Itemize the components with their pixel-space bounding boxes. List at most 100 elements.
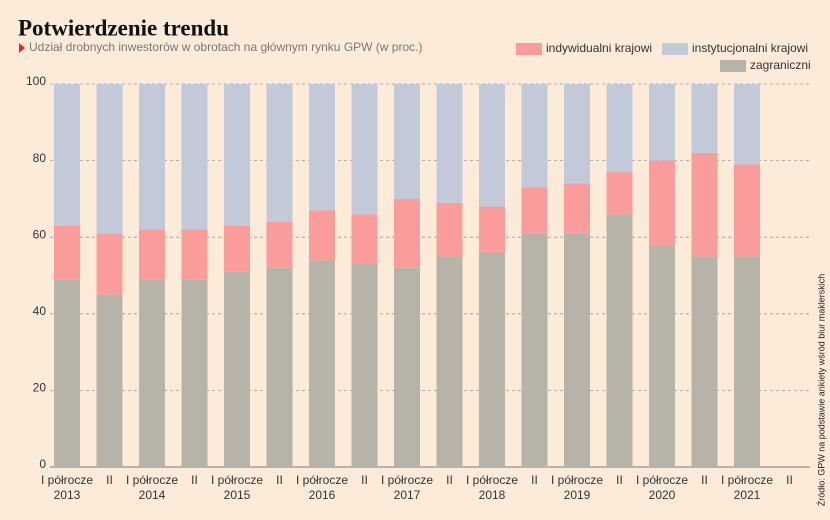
x-tick-line: I półrocze	[721, 473, 773, 487]
bar-segment	[266, 84, 293, 222]
x-tick-line: 2014	[139, 488, 166, 502]
chart-subtitle: Udział drobnych inwestorów w obrotach na…	[29, 40, 422, 54]
x-tick-label: I półrocze 2013	[41, 473, 93, 502]
bar-segment	[436, 84, 463, 203]
x-tick-line: I półrocze	[551, 473, 603, 487]
bar-segment	[521, 233, 548, 467]
bar-segment	[181, 279, 208, 467]
bar-segment	[394, 84, 420, 199]
bar-segment	[54, 225, 80, 280]
legend-label: instytucjonalni krajowi	[692, 41, 808, 55]
bar-segment	[649, 84, 675, 161]
x-tick-line: 2021	[734, 488, 761, 502]
bar-segment	[691, 256, 718, 467]
bar-segment	[139, 84, 165, 230]
subtitle-marker	[19, 43, 25, 53]
x-tick-line: I półrocze	[296, 473, 348, 487]
bar-segment	[266, 267, 293, 467]
bar-segment	[266, 221, 293, 268]
bar-segment	[734, 256, 760, 467]
x-tick-line: I półrocze	[636, 473, 688, 487]
legend-swatch	[720, 60, 746, 72]
x-tick-line: 2020	[649, 488, 676, 502]
bar-segment	[351, 264, 378, 467]
bar-segment	[54, 279, 80, 467]
bar-segment	[649, 244, 675, 467]
bar-segment	[224, 225, 250, 272]
bar-segment	[139, 279, 165, 467]
bar-segment	[394, 198, 420, 268]
x-tick-line: 2019	[564, 488, 591, 502]
bar-segment	[309, 260, 335, 467]
x-tick-line: I półrocze	[211, 473, 263, 487]
bar-segment	[479, 84, 505, 207]
bar-segment	[224, 271, 250, 467]
bar-segment	[479, 252, 505, 467]
x-tick-label: I półrocze 2015	[211, 473, 263, 502]
bar-segment	[351, 214, 378, 265]
bar-segment	[564, 233, 590, 467]
y-tick-label: 80	[33, 151, 47, 165]
bar-segment	[564, 183, 590, 234]
bar-segment	[606, 172, 633, 215]
bar-segment	[96, 294, 123, 467]
bar-segment	[436, 256, 463, 467]
x-tick-label: I półrocze 2016	[296, 473, 348, 502]
legend-label: zagraniczni	[750, 58, 811, 72]
y-tick-label: 60	[33, 227, 47, 241]
x-tick-label: II	[786, 473, 793, 487]
chart-title: Potwierdzenie trendu	[18, 15, 229, 40]
x-tick-line: I półrocze	[466, 473, 518, 487]
bar-segment	[54, 84, 80, 226]
x-tick-line: I półrocze	[381, 473, 433, 487]
bar-segment	[96, 233, 123, 295]
bar-segment	[479, 206, 505, 253]
bar-segment	[181, 229, 208, 280]
bar-segment	[606, 214, 633, 467]
x-tick-label: II	[616, 473, 623, 487]
x-tick-label: II	[531, 473, 538, 487]
bar-segment	[691, 84, 718, 153]
x-tick-label: I półrocze 2020	[636, 473, 688, 502]
x-tick-label: I półrocze 2021	[721, 473, 773, 502]
x-tick-label: II	[191, 473, 198, 487]
bar-segment	[139, 229, 165, 280]
y-tick-label: 100	[26, 74, 46, 88]
bar-segment	[606, 84, 633, 173]
bar-segment	[351, 84, 378, 215]
bar-segment	[734, 164, 760, 257]
x-tick-label: I półrocze 2017	[381, 473, 433, 502]
bar-segment	[649, 160, 675, 245]
x-tick-line: 2017	[394, 488, 421, 502]
bar-segment	[521, 187, 548, 234]
bar-segment	[309, 210, 335, 261]
bar-segment	[564, 84, 590, 184]
source-note: Źródło: GPW na podstawie ankiety wśród b…	[816, 274, 826, 507]
bar-segment	[734, 84, 760, 165]
y-tick-label: 40	[33, 304, 47, 318]
legend-swatch	[516, 43, 542, 55]
x-tick-label: II	[106, 473, 113, 487]
bar-segment	[309, 84, 335, 211]
bar-segment	[394, 267, 420, 467]
x-tick-label: I półrocze 2018	[466, 473, 518, 502]
x-tick-line: 2013	[54, 488, 81, 502]
bar-segment	[521, 84, 548, 188]
x-tick-label: II	[701, 473, 708, 487]
x-tick-line: 2016	[309, 488, 336, 502]
bar-segment	[181, 84, 208, 230]
x-tick-line: I półrocze	[126, 473, 178, 487]
y-tick-label: 20	[33, 381, 47, 395]
legend-label: indywidualni krajowi	[546, 41, 652, 55]
y-tick-label: 0	[39, 457, 46, 471]
x-tick-label: II	[446, 473, 453, 487]
x-tick-label: I półrocze 2014	[126, 473, 178, 502]
x-tick-line: 2018	[479, 488, 506, 502]
legend-swatch	[662, 43, 688, 55]
x-tick-label: I półrocze 2019	[551, 473, 603, 502]
bar-segment	[691, 152, 718, 257]
bar-segment	[436, 202, 463, 257]
x-tick-line: I półrocze	[41, 473, 93, 487]
x-tick-label: II	[276, 473, 283, 487]
